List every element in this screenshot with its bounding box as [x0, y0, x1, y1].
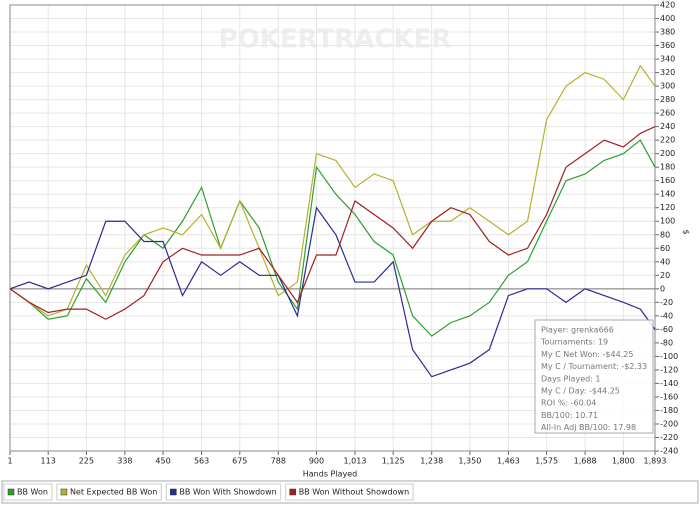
y-tick-label: 300 [660, 82, 675, 91]
y-tick-label: -120 [660, 365, 678, 374]
legend-label: BB Won Without Showdown [299, 488, 409, 497]
y-tick-label: -140 [660, 379, 678, 388]
y-tick-label: 160 [660, 176, 675, 185]
y-tick-label: 80 [660, 230, 670, 239]
tooltip-line: Player: grenka666 [541, 326, 614, 335]
y-tick-label: -220 [660, 433, 678, 442]
series-line [9, 206, 656, 378]
legend-label: BB Won With Showdown [179, 488, 276, 497]
y-tick-label: 140 [660, 190, 675, 199]
y-tick-label: -80 [660, 338, 673, 347]
tooltip-line: ROI %: -60.04 [541, 399, 596, 408]
legend-swatch [60, 488, 68, 496]
tooltip-box [534, 319, 654, 434]
y-tick-label: 320 [660, 68, 675, 77]
legend-label: BB Won [17, 488, 48, 497]
y-tick-label: 400 [660, 14, 675, 23]
tooltip-line: Tournaments: 19 [540, 338, 608, 347]
tooltip-line: My C / Tournament: -$2.33 [541, 362, 647, 371]
series-line [9, 126, 656, 320]
x-tick-label: 1,893 [644, 457, 667, 466]
legend: BB Won Net Expected BB Won BB Won With Sho… [3, 483, 414, 501]
x-tick-label: 1,688 [574, 457, 597, 466]
x-tick-label: 900 [309, 457, 324, 466]
tooltip-line: Days Played: 1 [541, 374, 601, 383]
y-tick-label: 240 [660, 122, 675, 131]
y-tick-label: 60 [660, 244, 670, 253]
y-tick-label: 280 [660, 95, 675, 104]
y-tick-label: 40 [660, 257, 670, 266]
x-tick-label: 563 [194, 457, 209, 466]
legend-swatch [170, 488, 177, 496]
legend-label: Net Expected BB Won [70, 488, 157, 497]
y-tick-label: 340 [660, 55, 675, 64]
y-tick-label: -60 [660, 325, 673, 334]
legend-item-frame [3, 483, 53, 501]
series-line [9, 139, 656, 337]
tooltip-line: All-In Adj BB/100: 17.98 [541, 423, 636, 432]
y-axis-label: $ [682, 229, 691, 234]
y-tick-label: 260 [660, 109, 675, 118]
y-tick-label: 0 [660, 284, 665, 293]
tooltip-line: My C Net Won: -$44.25 [541, 350, 633, 359]
tooltip: Player: grenka666 Tournaments: 19 My C Net… [534, 319, 654, 434]
x-tick-label: 788 [271, 457, 286, 466]
y-tick-label: 380 [660, 28, 675, 37]
tooltip-line: My C / Day: -$44.25 [541, 387, 620, 396]
y-tick-label: -20 [660, 298, 673, 307]
legend-item-frame [165, 483, 282, 501]
legend-frame [1, 480, 699, 504]
legend-item-frame [285, 483, 414, 501]
tooltip-line: BB/100: 10.71 [541, 411, 598, 420]
y-tick-label: -200 [660, 419, 678, 428]
y-tick-label: -180 [660, 406, 678, 415]
y-tick-label: 180 [660, 163, 675, 172]
x-tick-label: 113 [41, 457, 56, 466]
x-axis-label: Hands Played [303, 470, 357, 479]
y-tick-label: 100 [660, 217, 675, 226]
legend-item-frame [56, 483, 162, 501]
y-tick-label: 120 [660, 203, 675, 212]
legend-swatch [289, 488, 296, 496]
x-tick-label: 675 [232, 457, 247, 466]
y-tick-label: 420 [660, 1, 675, 10]
watermark: POKERTRACKER [219, 25, 452, 55]
y-tick-label: -40 [660, 311, 673, 320]
x-tick-label: 1,013 [344, 457, 367, 466]
y-tick-label: -240 [660, 447, 678, 456]
y-tick-label: 200 [660, 149, 675, 158]
y-tick-label: 220 [660, 136, 675, 145]
x-tick-label: 1,800 [612, 457, 635, 466]
plot-frame [9, 4, 656, 452]
y-tick-label: 20 [660, 271, 670, 280]
y-tick-label: -100 [660, 352, 678, 361]
legend-swatch [7, 488, 15, 496]
x-tick-label: 1,463 [497, 457, 520, 466]
y-tick-label: 360 [660, 41, 675, 50]
x-tick-label: 450 [155, 457, 170, 466]
x-tick-label: 1,238 [420, 457, 443, 466]
x-tick-label: 225 [79, 457, 94, 466]
y-tick-label: -160 [660, 392, 678, 401]
x-tick-label: 1,575 [535, 457, 558, 466]
series-line [9, 64, 656, 317]
x-tick-label: 1,125 [382, 457, 405, 466]
x-tick-label: 338 [117, 457, 132, 466]
x-tick-label: 1,350 [458, 457, 481, 466]
x-tick-label: 1 [7, 457, 12, 466]
